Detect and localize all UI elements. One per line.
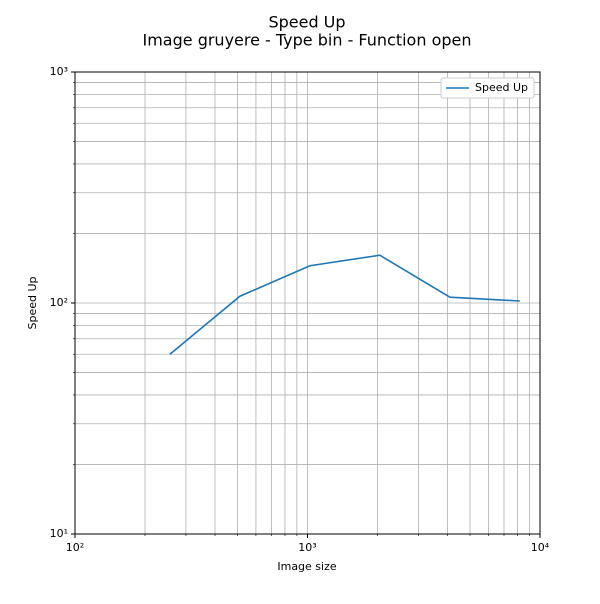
legend-label: Speed Up bbox=[475, 81, 528, 94]
y-tick-label: 10³ bbox=[50, 65, 68, 78]
legend-box bbox=[440, 77, 535, 99]
plot-frame bbox=[74, 71, 541, 535]
chart-subtitle: Image gruyere - Type bin - Function open bbox=[143, 31, 472, 50]
y-tick-label: 10¹ bbox=[50, 527, 68, 540]
x-tick-label: 10³ bbox=[298, 541, 316, 554]
x-tick-label: 10² bbox=[66, 541, 84, 554]
x-axis-label: Image size bbox=[277, 560, 337, 573]
y-axis-label: Speed Up bbox=[26, 276, 39, 329]
chart-title: Speed Up bbox=[268, 13, 345, 32]
x-tick-label: 10⁴ bbox=[531, 541, 550, 554]
y-tick-label: 10² bbox=[50, 296, 68, 309]
line-series bbox=[169, 254, 520, 355]
